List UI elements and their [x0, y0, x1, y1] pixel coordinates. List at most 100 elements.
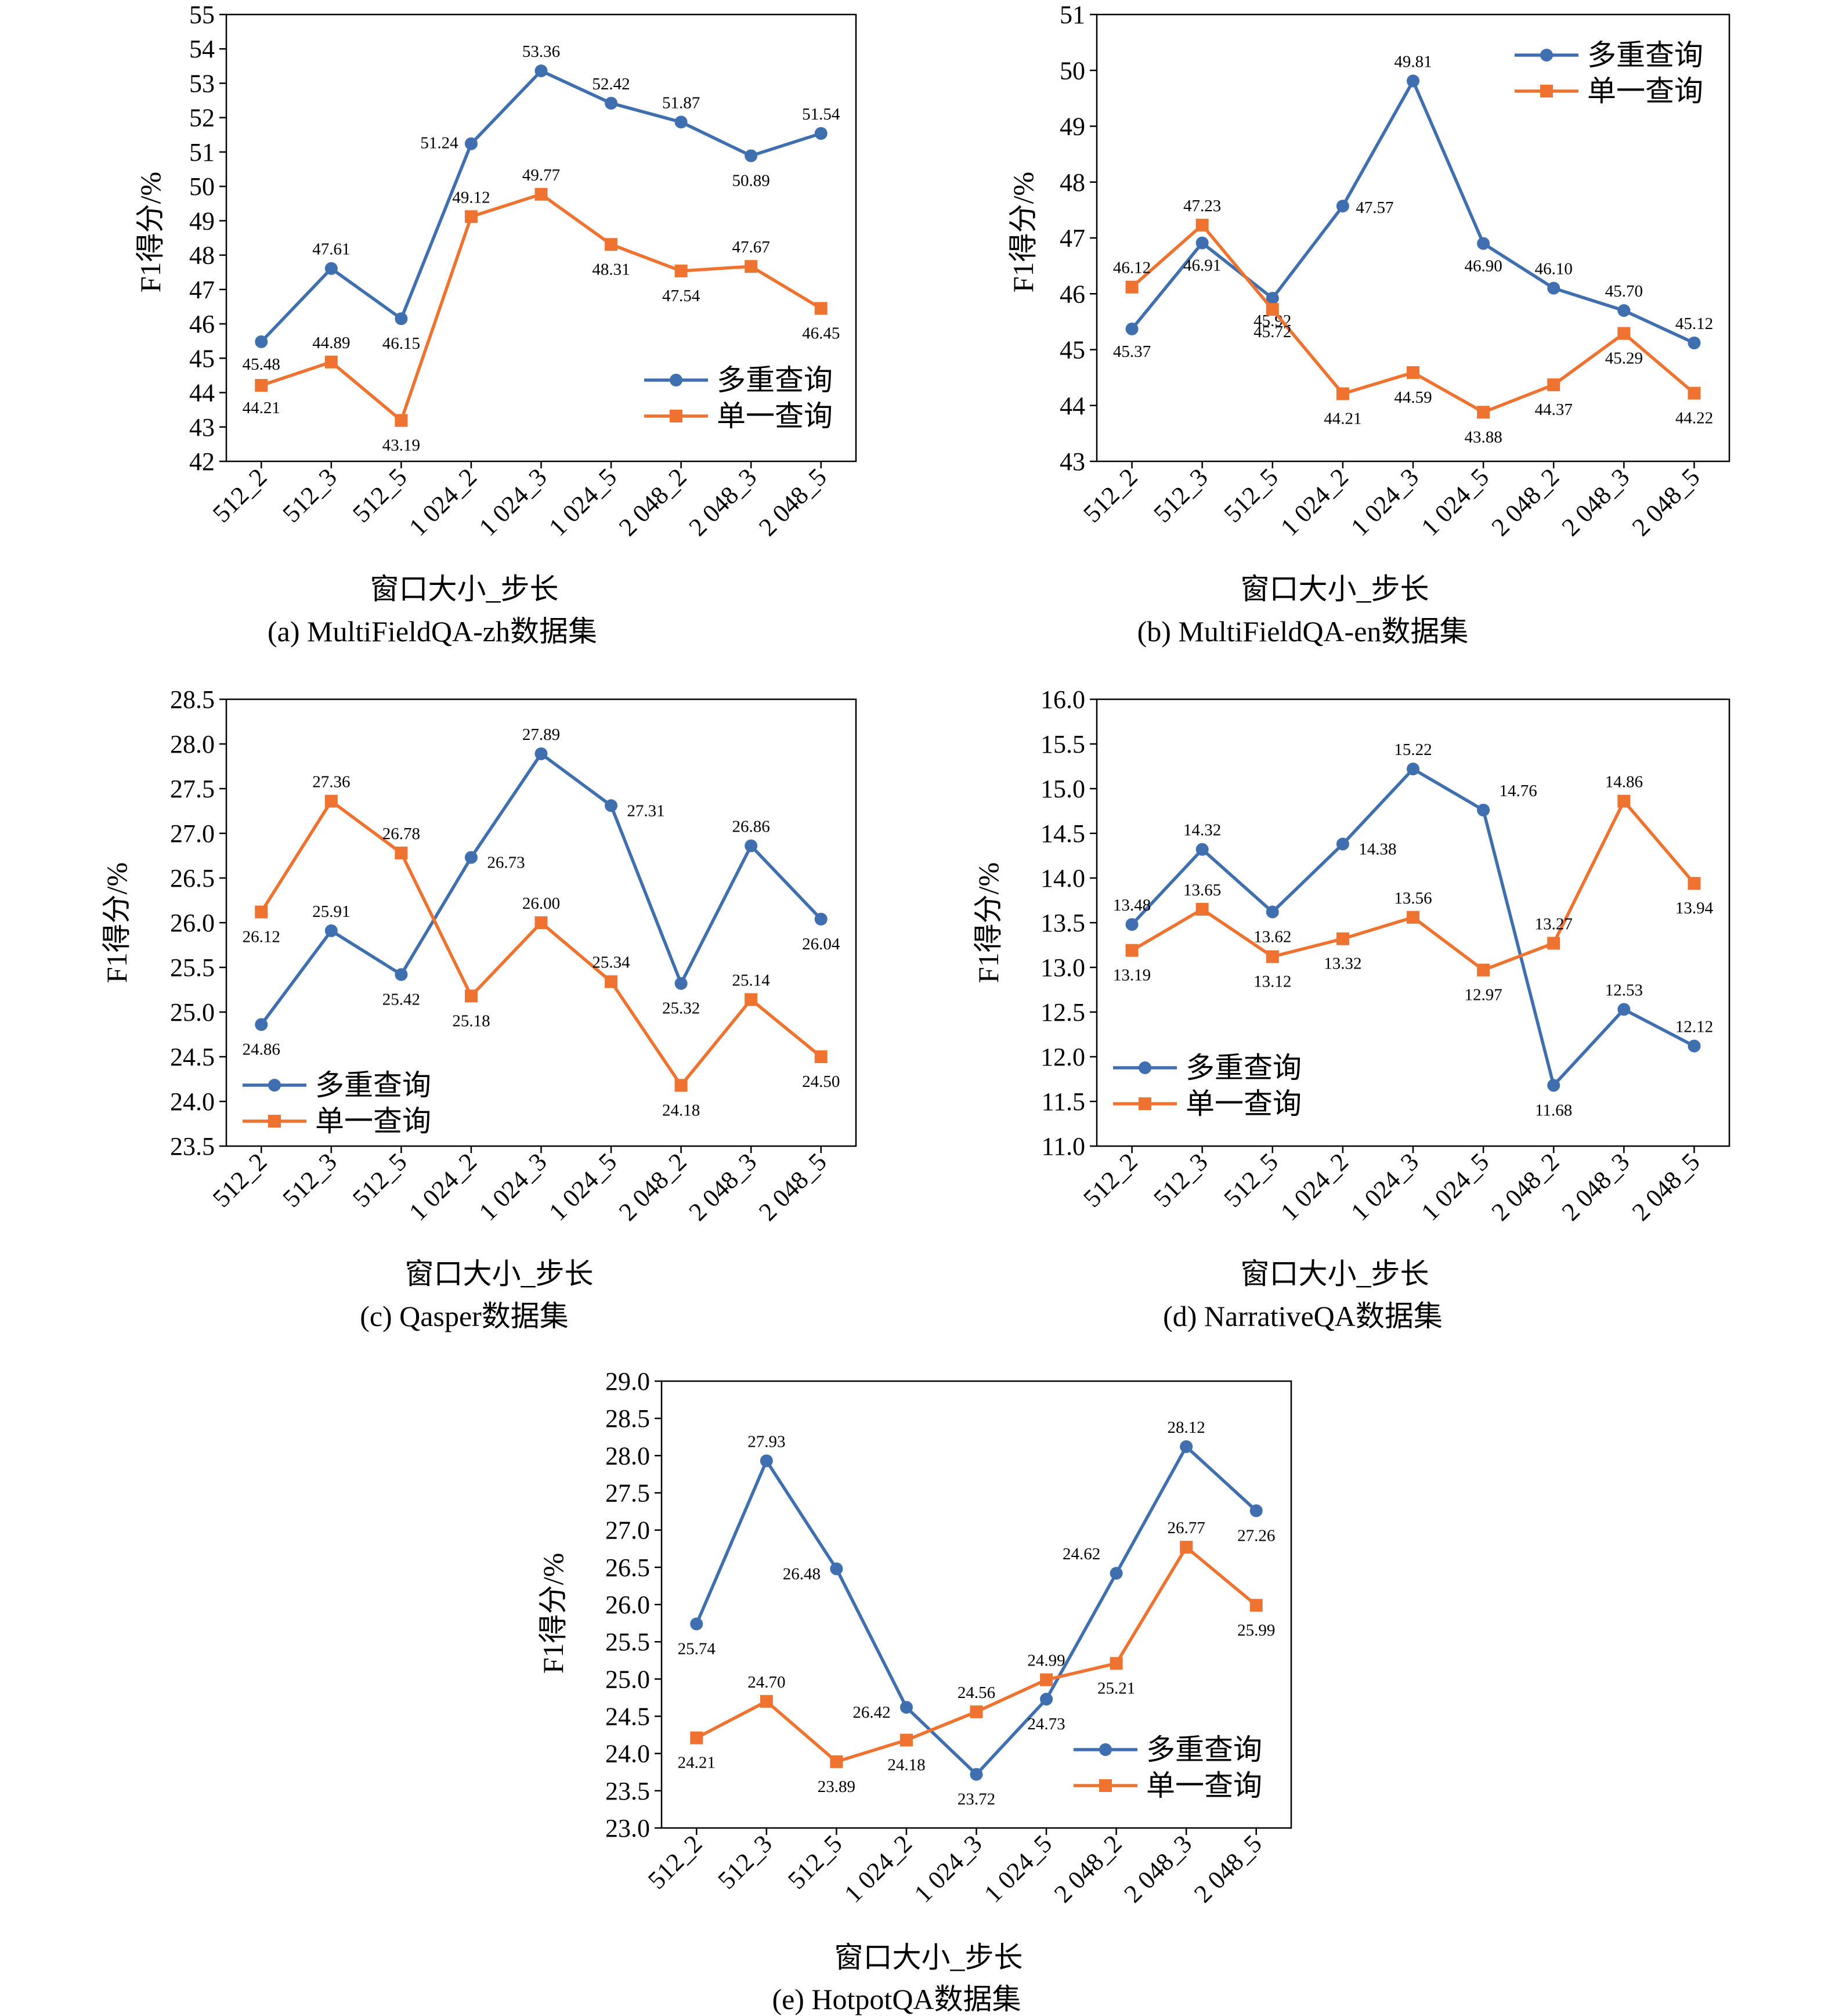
y-tick-label: 42 — [189, 447, 215, 476]
data-label: 25.32 — [662, 999, 700, 1018]
data-label: 25.74 — [678, 1639, 716, 1658]
data-label: 53.36 — [522, 42, 560, 61]
x-tick-label: 2 048_5 — [753, 463, 832, 541]
data-label: 23.72 — [958, 1790, 995, 1809]
y-tick-label: 28.0 — [605, 1441, 650, 1470]
data-point — [464, 851, 478, 864]
panel-qasper: (c) Qasper数据集 窗口大小_步长 F1得分/% 23.5 24.0 24.… — [100, 685, 857, 1332]
x-tick-label: 2 048_5 — [1627, 463, 1706, 541]
x-tick-label: 2 048_5 — [1188, 1829, 1267, 1908]
data-point — [674, 1079, 688, 1092]
x-tick-label: 1 024_3 — [909, 1829, 988, 1908]
legend-label: 多重查询 — [1186, 1051, 1302, 1085]
y-tick-label: 11.0 — [1042, 1132, 1085, 1161]
y-tick-label: 24.5 — [605, 1703, 650, 1731]
data-label: 48.31 — [592, 260, 630, 279]
xlabel-e: 窗口大小_步长 — [834, 1941, 1023, 1974]
y-tick-label: 28.0 — [170, 730, 215, 758]
y-tick-label: 47 — [189, 276, 215, 304]
data-point — [324, 924, 338, 937]
caption-b: (b) MultiFieldQA-en数据集 — [1137, 615, 1469, 648]
data-point — [1617, 304, 1631, 317]
x-tick-label: 1 024_3 — [474, 1147, 552, 1226]
data-point — [395, 846, 408, 859]
x-tick-label: 512_5 — [347, 463, 412, 528]
data-point — [1195, 843, 1209, 856]
y-tick-label: 26.5 — [605, 1553, 650, 1582]
data-label: 51.87 — [662, 93, 700, 112]
x-tick-label: 2 048_3 — [683, 1147, 762, 1226]
data-label: 44.37 — [1535, 400, 1573, 419]
data-point — [745, 149, 758, 162]
x-tick-label: 2 048_2 — [1486, 463, 1565, 541]
y-tick-label: 26.5 — [170, 864, 215, 893]
data-label: 50.89 — [732, 171, 770, 190]
data-label: 49.81 — [1394, 53, 1432, 71]
y-tick-label: 25.0 — [605, 1665, 650, 1693]
data-point — [830, 1562, 843, 1576]
data-label: 27.89 — [522, 725, 560, 744]
data-label: 25.18 — [452, 1011, 490, 1030]
x-tick-label: 1 024_3 — [474, 463, 552, 541]
data-label: 13.65 — [1183, 881, 1221, 899]
data-point — [605, 96, 618, 110]
ylabel-a: F1得分/% — [134, 172, 167, 292]
data-label: 12.53 — [1605, 981, 1643, 999]
x-tick-label: 512_3 — [277, 463, 342, 528]
series-line — [260, 69, 822, 343]
x-tick-label: 1 024_2 — [839, 1829, 917, 1908]
data-point — [1125, 918, 1139, 931]
legend-marker — [1540, 85, 1553, 97]
y-tick-label: 46 — [189, 310, 215, 338]
data-label: 47.54 — [662, 287, 700, 305]
series-line — [259, 799, 822, 1088]
data-point — [1266, 905, 1279, 919]
data-point — [1336, 837, 1349, 851]
legend-label: 单一查询 — [717, 399, 833, 433]
data-label: 44.21 — [243, 399, 280, 417]
series-line — [1130, 767, 1695, 1088]
data-label: 24.56 — [958, 1683, 995, 1702]
legend-marker — [268, 1079, 281, 1092]
y-tick-label: 29.0 — [605, 1367, 650, 1396]
x-tick-label: 512_2 — [207, 1147, 272, 1212]
data-label: 43.88 — [1464, 428, 1502, 446]
x-tick-label: 1 024_5 — [1415, 463, 1494, 541]
x-tick-label: 512_5 — [782, 1829, 847, 1894]
data-label: 24.18 — [887, 1756, 925, 1775]
y-tick-label: 24.0 — [605, 1740, 650, 1768]
y-tick-label: 46 — [1060, 280, 1085, 308]
y-tick-label: 28.5 — [170, 685, 215, 714]
y-tick-label: 51 — [1060, 1, 1085, 29]
y-tick-label: 49 — [1060, 113, 1085, 141]
series-line — [695, 1445, 1258, 1776]
panel-multifieldqa-zh: (a) MultiFieldQA-zh数据集 窗口大小_步长 F1得分/% 42… — [134, 1, 857, 648]
data-label: 46.12 — [1113, 259, 1151, 277]
y-tick-label: 15.5 — [1041, 730, 1085, 758]
legend-label: 单一查询 — [1146, 1769, 1262, 1802]
x-tick-label: 2 048_3 — [1556, 463, 1635, 541]
x-tick-label: 512_2 — [1078, 1147, 1143, 1212]
data-point — [1125, 280, 1139, 294]
x-tick-label: 1 024_2 — [1275, 463, 1354, 541]
x-tick-label: 2 048_5 — [1627, 1147, 1706, 1226]
y-tick-label: 13.5 — [1041, 909, 1085, 937]
data-point — [605, 799, 618, 812]
data-point — [395, 312, 408, 326]
y-tick-label: 25.5 — [170, 953, 215, 982]
data-point — [814, 127, 828, 140]
y-tick-label: 12.0 — [1041, 1043, 1085, 1071]
y-tick-label: 24.5 — [170, 1043, 215, 1071]
y-tick-label: 14.0 — [1041, 864, 1085, 893]
data-label: 46.91 — [1183, 256, 1221, 275]
data-point — [534, 64, 548, 78]
data-point — [745, 839, 758, 852]
y-tick-label: 15.0 — [1041, 775, 1085, 803]
series-line — [696, 1545, 1258, 1764]
data-label: 12.97 — [1464, 986, 1502, 1005]
y-tick-label: 27.0 — [605, 1516, 650, 1545]
y-tick-label: 50 — [1060, 56, 1085, 85]
y-tick-label: 45 — [189, 344, 215, 373]
data-point — [534, 187, 548, 201]
data-label: 27.26 — [1237, 1526, 1275, 1545]
